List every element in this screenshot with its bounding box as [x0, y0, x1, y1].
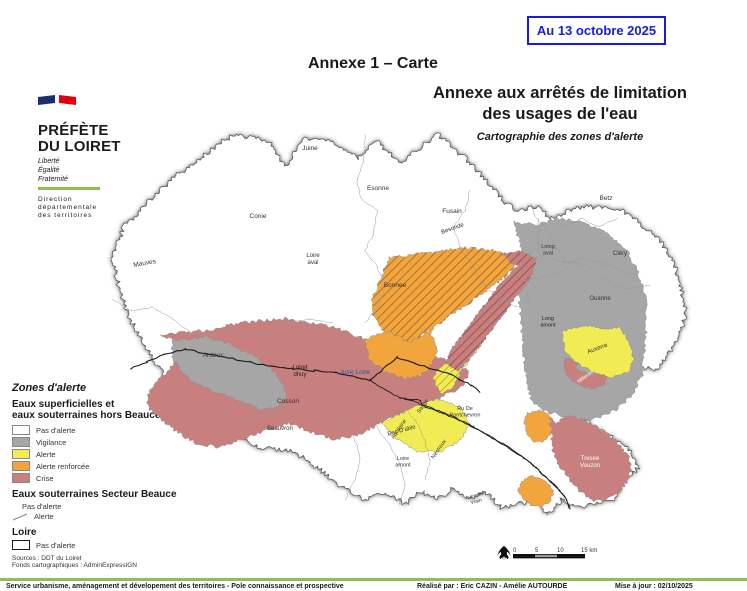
- svg-text:Fusain: Fusain: [442, 208, 462, 215]
- svg-text:Betz: Betz: [599, 195, 612, 202]
- svg-text:Juine: Juine: [302, 145, 318, 152]
- svg-text:Ouanne: Ouanne: [589, 296, 611, 302]
- svg-text:Esonne: Esonne: [367, 185, 389, 192]
- svg-text:Beauvron: Beauvron: [267, 426, 293, 432]
- svg-text:Cosson: Cosson: [277, 398, 299, 405]
- svg-text:Aure Loire: Aure Loire: [339, 369, 370, 376]
- svg-text:Ardoux: Ardoux: [203, 352, 224, 359]
- svg-text:Cléry: Cléry: [613, 251, 627, 257]
- svg-text:Bonnee: Bonnee: [384, 282, 407, 289]
- svg-text:Conie: Conie: [250, 213, 267, 220]
